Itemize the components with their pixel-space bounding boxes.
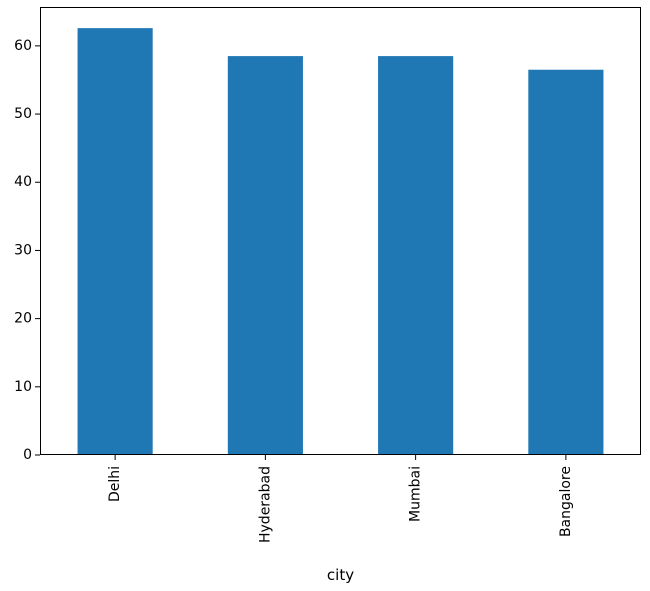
y-tick-label: 60 (14, 38, 32, 54)
bar-hyderabad (227, 56, 303, 456)
x-axis-ticks: Delhi Hyderabad Mumbai Bangalore (107, 455, 574, 543)
bar-bangalore (528, 69, 604, 455)
x-tick-label: Hyderabad (257, 466, 273, 543)
bar-mumbai (378, 56, 454, 456)
x-axis-title: city (327, 566, 354, 584)
y-tick-label: 50 (14, 106, 32, 122)
y-tick-label: 10 (14, 379, 32, 395)
y-tick-label: 0 (23, 447, 32, 463)
x-tick-label: Delhi (107, 466, 123, 502)
x-tick-label: Bangalore (558, 466, 574, 537)
y-tick-label: 40 (14, 174, 32, 190)
plot-area-frame (40, 7, 641, 455)
bar-delhi (77, 28, 153, 455)
x-tick-label: Mumbai (408, 466, 424, 522)
y-axis-ticks: 0 10 20 30 40 50 60 (14, 38, 40, 463)
y-tick-label: 20 (14, 311, 32, 327)
bars-group (77, 28, 604, 456)
y-tick-label: 30 (14, 242, 32, 258)
